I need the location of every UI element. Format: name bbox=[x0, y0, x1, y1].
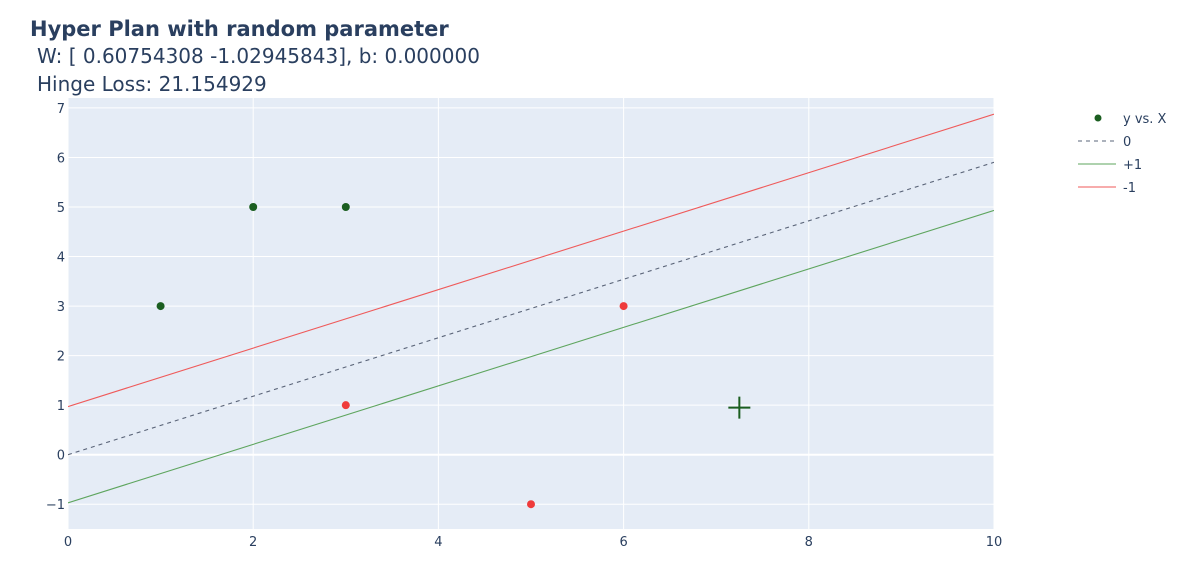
grid-lines bbox=[67, 98, 995, 529]
x-tick-label: 4 bbox=[434, 535, 442, 550]
legend: y vs. X 0 +1 -1 bbox=[1078, 112, 1167, 196]
legend-item: +1 bbox=[1078, 158, 1142, 173]
legend-item: y vs. X bbox=[1094, 112, 1167, 127]
y-tick-label: 4 bbox=[57, 251, 65, 266]
data-point bbox=[156, 302, 165, 311]
x-tick-label: 2 bbox=[249, 535, 257, 550]
data-point bbox=[527, 500, 535, 509]
legend-label: +1 bbox=[1123, 158, 1142, 173]
data-point bbox=[619, 302, 628, 311]
legend-symbol bbox=[1094, 114, 1102, 122]
data-points bbox=[156, 202, 628, 509]
cross-marker bbox=[728, 396, 751, 419]
x-tick-label: 8 bbox=[805, 535, 813, 550]
y-tick-label: 0 bbox=[57, 449, 65, 464]
legend-item: -1 bbox=[1078, 181, 1136, 196]
y-tick-label: 7 bbox=[57, 102, 65, 117]
data-point bbox=[341, 202, 350, 211]
x-tick-label: 6 bbox=[619, 535, 627, 550]
series-line-0 bbox=[68, 161, 994, 456]
data-point bbox=[249, 202, 258, 211]
chart-subtitle-loss: Hinge Loss: 21.154929 bbox=[37, 72, 267, 96]
y-tick-label: 5 bbox=[57, 201, 65, 216]
plot-area bbox=[68, 98, 994, 529]
x-tick-label: 0 bbox=[64, 535, 72, 550]
series-line-+1 bbox=[68, 209, 994, 504]
series-line--1 bbox=[68, 113, 994, 408]
legend-label: -1 bbox=[1123, 181, 1136, 196]
y-tick-label: 1 bbox=[57, 399, 65, 414]
annotations bbox=[728, 396, 751, 419]
series-lines bbox=[68, 113, 994, 504]
axis-ticks: 0 2 4 6 8 10 −1 0 1 2 3 4 5 6 7 bbox=[46, 102, 1002, 550]
y-tick-label: −1 bbox=[46, 498, 65, 513]
legend-label: y vs. X bbox=[1123, 112, 1167, 127]
legend-label: 0 bbox=[1123, 135, 1131, 150]
chart-title: Hyper Plan with random parameter bbox=[30, 17, 449, 41]
chart-subtitle-weights: W: [ 0.60754308 -1.02945843], b: 0.00000… bbox=[37, 44, 480, 68]
y-tick-label: 3 bbox=[57, 300, 65, 315]
y-tick-label: 6 bbox=[57, 151, 65, 166]
legend-item: 0 bbox=[1078, 135, 1131, 150]
y-tick-label: 2 bbox=[57, 350, 65, 365]
x-tick-label: 10 bbox=[986, 535, 1003, 550]
data-point bbox=[341, 401, 350, 410]
